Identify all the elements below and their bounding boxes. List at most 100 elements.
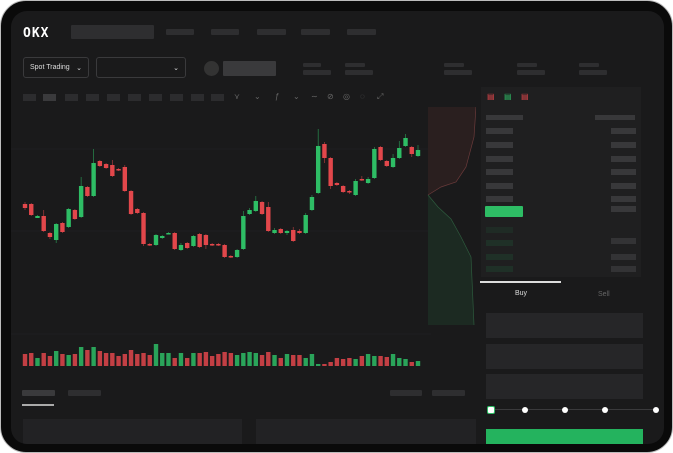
candle xyxy=(291,230,296,241)
candle xyxy=(197,234,202,247)
bid-price xyxy=(486,266,513,272)
volume-bar xyxy=(147,355,152,366)
nav-item[interactable] xyxy=(257,29,286,35)
candlestick-chart[interactable] xyxy=(11,106,431,376)
timeframe-button[interactable] xyxy=(65,94,78,101)
stat-value xyxy=(303,70,331,75)
volume-bar xyxy=(259,355,265,366)
sell-tab[interactable]: Sell xyxy=(598,291,610,298)
indicator-icon[interactable]: ⋎ xyxy=(234,92,240,101)
volume-bar xyxy=(110,353,115,366)
nav-item[interactable] xyxy=(211,29,239,35)
total-input[interactable] xyxy=(486,374,643,399)
spot-trading-dropdown[interactable]: Spot Trading ⌄ xyxy=(23,57,89,78)
volume-bar xyxy=(390,354,396,366)
bid-amount xyxy=(611,238,636,244)
volume-bar xyxy=(266,352,271,366)
volume-bar xyxy=(97,351,103,366)
slider-step[interactable] xyxy=(653,407,659,413)
ask-price xyxy=(486,156,513,162)
candle xyxy=(160,236,165,238)
orderbook-both-icon[interactable]: ▤ xyxy=(487,92,495,101)
slider-step[interactable] xyxy=(522,407,528,413)
timeframe-button[interactable] xyxy=(86,94,99,101)
volume-bar xyxy=(234,355,240,366)
volume-bar xyxy=(403,359,408,366)
buy-tab[interactable]: Buy xyxy=(515,290,528,297)
timeframe-button[interactable] xyxy=(107,94,120,101)
leverage-slider[interactable] xyxy=(491,409,656,410)
line-icon[interactable]: ∼ xyxy=(311,92,318,101)
nav-item[interactable] xyxy=(347,29,376,35)
volume-bar xyxy=(41,353,46,366)
bid-price xyxy=(486,240,513,246)
slider-handle[interactable] xyxy=(487,406,495,414)
okx-logo: OKX xyxy=(23,26,50,41)
candle xyxy=(209,244,215,246)
search-bar[interactable] xyxy=(71,25,154,39)
fullscreen-icon[interactable]: ⤢ xyxy=(377,92,384,101)
candle xyxy=(297,231,302,233)
orderbook-bids-icon[interactable]: ▤ xyxy=(504,92,512,101)
timeframe-button[interactable] xyxy=(149,94,162,101)
volume-bar xyxy=(228,353,234,366)
stat-value xyxy=(517,70,545,75)
volume-bar xyxy=(128,350,134,366)
volume-bar xyxy=(29,353,34,366)
filter-button[interactable] xyxy=(432,390,465,396)
tab-history[interactable] xyxy=(68,390,101,396)
candle xyxy=(166,233,171,235)
volume-bar xyxy=(328,362,333,366)
chevron-icon[interactable]: ⌄ xyxy=(293,92,300,101)
volume-bar xyxy=(172,358,177,366)
volume-bar xyxy=(278,358,283,366)
slider-step[interactable] xyxy=(562,407,568,413)
volume-bar xyxy=(160,353,165,366)
settings-icon[interactable]: ◎ xyxy=(343,92,350,101)
fx-icon[interactable]: ƒ xyxy=(275,92,280,101)
nav-item[interactable] xyxy=(301,29,330,35)
volume-bar xyxy=(141,353,146,366)
timeframe-button[interactable] xyxy=(128,94,141,101)
slider-step[interactable] xyxy=(602,407,608,413)
ask-amount xyxy=(611,183,636,189)
tab-open-orders[interactable] xyxy=(22,390,55,396)
candle xyxy=(35,216,40,218)
candle xyxy=(53,224,59,240)
timeframe-button-active[interactable] xyxy=(43,94,56,101)
ask-amount xyxy=(611,156,636,162)
candle xyxy=(22,204,28,208)
candle xyxy=(409,147,414,154)
timeframe-button[interactable] xyxy=(170,94,183,101)
filter-button[interactable] xyxy=(390,390,422,396)
stat-label xyxy=(345,63,365,67)
volume-bar xyxy=(272,355,277,366)
amount-input[interactable] xyxy=(486,344,643,369)
ruler-icon[interactable]: ⊘ xyxy=(327,92,334,101)
candle xyxy=(60,223,65,232)
candle xyxy=(390,158,396,167)
candle xyxy=(259,202,265,214)
pair-dropdown[interactable]: ⌄ xyxy=(96,57,186,78)
timeframe-button[interactable] xyxy=(23,94,36,101)
timeframe-button[interactable] xyxy=(191,94,204,101)
volume-bar xyxy=(116,356,121,366)
orderbook-header-price xyxy=(486,115,523,120)
volume-bar xyxy=(178,353,184,366)
orderbook-asks-icon[interactable]: ▤ xyxy=(521,92,529,101)
buy-button[interactable] xyxy=(486,429,643,444)
ask-price xyxy=(486,142,513,148)
candle xyxy=(278,229,283,233)
volume-bar xyxy=(103,353,109,366)
timeframe-button[interactable] xyxy=(211,94,224,101)
candle xyxy=(203,235,209,245)
tab-underline xyxy=(22,404,54,406)
bid-amount xyxy=(611,266,636,272)
coin-icon xyxy=(204,61,219,76)
camera-icon[interactable]: ◌ xyxy=(360,92,365,101)
chart-type-icon[interactable]: ⌄ xyxy=(254,92,261,101)
candle xyxy=(234,250,240,257)
price-input[interactable] xyxy=(486,313,643,338)
nav-item[interactable] xyxy=(166,29,194,35)
candle xyxy=(353,181,358,195)
